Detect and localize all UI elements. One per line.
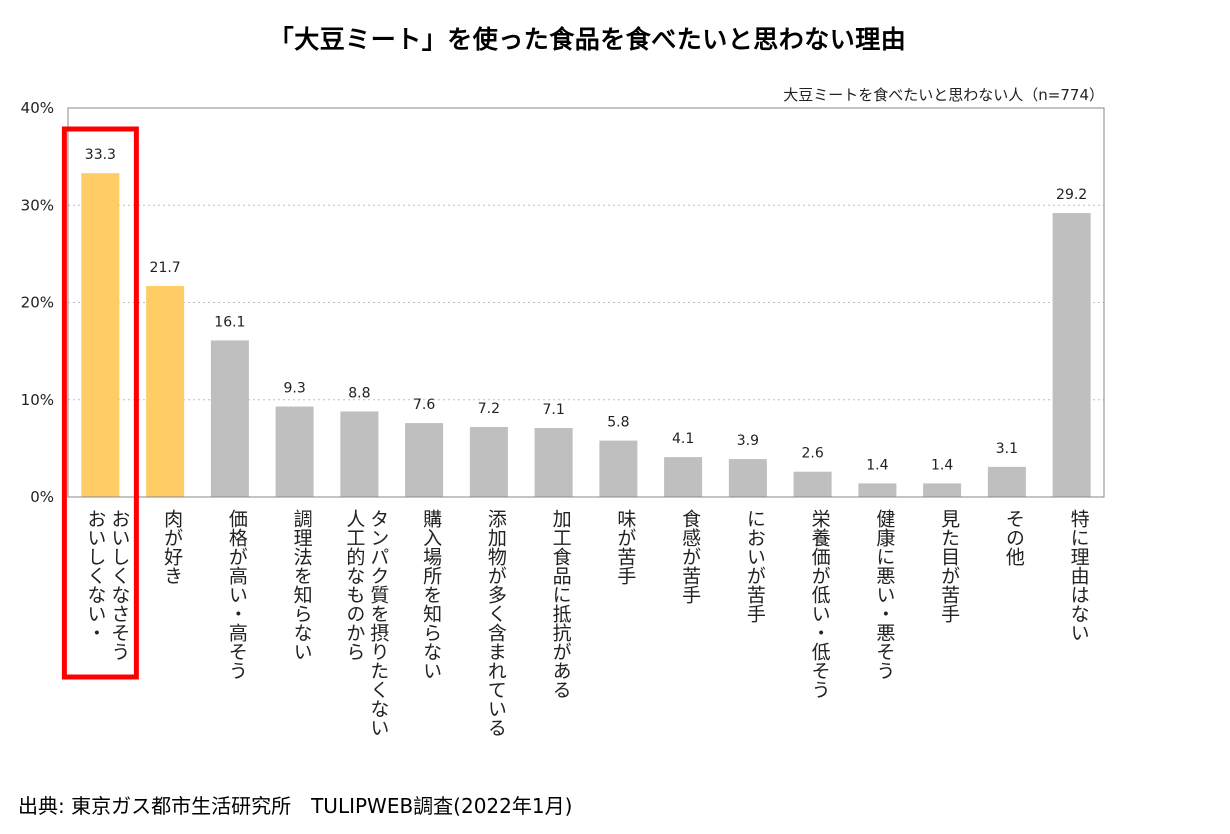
category-label: 肉が好き (161, 509, 183, 585)
category-label-line: 食感が苦手 (679, 509, 701, 604)
data-label: 16.1 (214, 314, 245, 330)
y-axis-ticks: 0% 10% 20% 30% 40% (21, 99, 54, 506)
data-label: 21.7 (150, 260, 181, 276)
data-label: 5.8 (607, 415, 629, 431)
bar (534, 427, 573, 497)
plot-frame (67, 107, 1105, 498)
bar (987, 466, 1026, 497)
bar (923, 483, 962, 497)
category-label: おいしくない・ おいしくなさそう (84, 509, 130, 661)
data-label: 1.4 (866, 457, 888, 473)
category-label-line: 健康に悪い・悪そう (873, 509, 895, 680)
category-label: 購入場所を知らない (420, 509, 442, 680)
bar (1052, 213, 1091, 497)
category-label: 健康に悪い・悪そう (873, 509, 895, 680)
category-label-line: おいしくなさそう (108, 509, 130, 661)
bar-chart: 0% 10% 20% 30% 40% 33.3 21.7 16.1 9.3 8.8 7.6 7.2 7… (21, 86, 1105, 737)
category-label-line: 加工食品に抵抗がある (550, 509, 572, 699)
y-tick-label: 20% (21, 294, 54, 312)
category-label: 見た目が苦手 (938, 509, 960, 623)
data-label: 7.6 (413, 397, 435, 413)
y-tick-label: 40% (21, 99, 54, 117)
category-label-line: その他 (1003, 509, 1025, 566)
category-label: 食感が苦手 (679, 509, 701, 604)
source-credit: 出典: 東京ガス都市生活研究所 TULIPWEB調査(2022年1月) (18, 794, 573, 818)
y-tick-label: 10% (21, 391, 54, 409)
bar (793, 471, 832, 497)
bar (210, 340, 249, 497)
data-label: 3.9 (737, 433, 759, 449)
category-label-line: 栄養価が低い・低そう (809, 509, 831, 699)
category-label: 価格が高い・高そう (226, 509, 248, 680)
bar (858, 483, 897, 497)
bar (664, 457, 703, 497)
data-label: 7.1 (542, 402, 564, 418)
data-label: 33.3 (85, 147, 116, 163)
category-label-line: においが苦手 (744, 509, 766, 623)
sample-note: 大豆ミートを食べたいと思わない人（n=774） (783, 86, 1104, 104)
chart-title: 「大豆ミート」を使った食品を食べたいと思わない理由 (268, 25, 907, 54)
data-label: 29.2 (1056, 187, 1087, 203)
category-label-line: 調理法を知らない (291, 509, 313, 661)
category-label: 人工的なものから タンパク質を摂りたくない (343, 509, 389, 737)
bar (469, 426, 508, 497)
y-tick-label: 0% (30, 488, 54, 506)
category-label-line: 味が苦手 (614, 509, 636, 585)
bar (728, 459, 767, 497)
data-labels: 33.3 21.7 16.1 9.3 8.8 7.6 7.2 7.1 5.8 4.1 3.9 2.6 1… (85, 147, 1087, 473)
bar (275, 406, 314, 497)
category-label-line: 購入場所を知らない (420, 509, 442, 680)
category-label: 加工食品に抵抗がある (550, 509, 572, 699)
category-label: においが苦手 (744, 509, 766, 623)
category-labels: おいしくない・ おいしくなさそう 肉が好き 価格が高い・高そう 調理法を知らない 人工的な… (84, 509, 1089, 737)
category-label-line: 特に理由はない (1068, 509, 1090, 642)
data-label: 3.1 (996, 441, 1018, 457)
bar (599, 440, 638, 497)
bar (340, 411, 379, 497)
category-label-line: 肉が好き (161, 509, 183, 585)
category-label-line: タンパク質を摂りたくない (367, 509, 389, 737)
category-label: 添加物が多く含まれている (485, 509, 507, 737)
data-label: 9.3 (283, 381, 305, 397)
category-label-line: 価格が高い・高そう (226, 509, 248, 680)
category-label-line: おいしくない・ (84, 509, 106, 642)
data-label: 2.6 (801, 446, 823, 462)
data-label: 7.2 (478, 401, 500, 417)
bar (146, 285, 185, 497)
bar (81, 173, 120, 497)
bars (81, 173, 1091, 497)
y-tick-label: 30% (21, 196, 54, 214)
category-label-line: 添加物が多く含まれている (485, 509, 507, 737)
category-label-line: 見た目が苦手 (938, 509, 960, 623)
category-label: 特に理由はない (1068, 509, 1090, 642)
category-label: 栄養価が低い・低そう (809, 509, 831, 699)
category-label-line: 人工的なものから (343, 509, 365, 661)
category-label: 調理法を知らない (291, 509, 313, 661)
data-label: 1.4 (931, 457, 953, 473)
bar (405, 423, 444, 497)
highlight-box (61, 126, 139, 680)
category-label: その他 (1003, 509, 1025, 566)
category-label: 味が苦手 (614, 509, 636, 585)
data-label: 8.8 (348, 385, 370, 401)
data-label: 4.1 (672, 431, 694, 447)
